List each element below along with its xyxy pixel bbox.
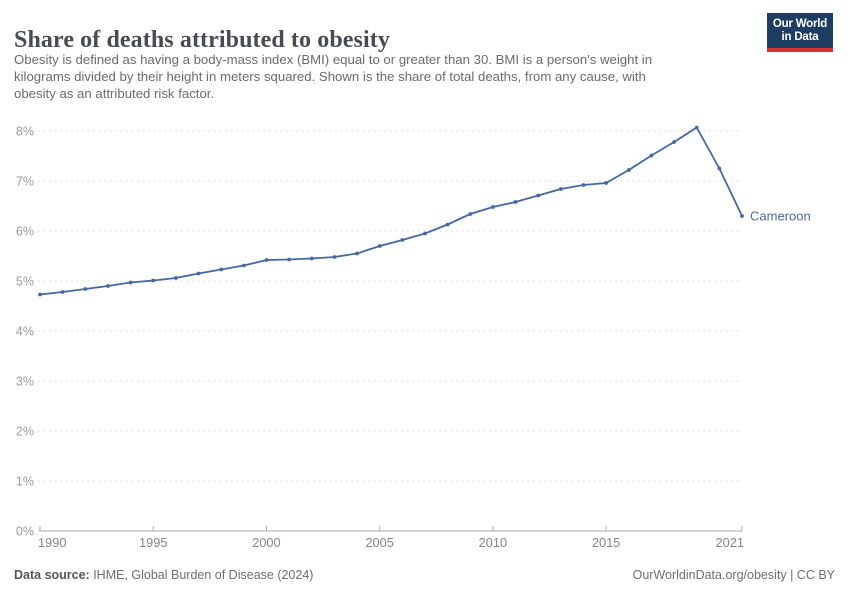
owid-logo-text-line1: Our World	[772, 17, 828, 30]
data-point	[740, 214, 744, 218]
y-axis-tick-label: 2%	[16, 425, 34, 439]
data-point	[241, 263, 246, 268]
chart-footer: Data source: IHME, Global Burden of Dise…	[14, 568, 835, 588]
entity-label: Cameroon	[750, 209, 811, 224]
subtitle-line: kilograms divided by their height in met…	[14, 69, 646, 84]
data-point	[423, 231, 427, 236]
data-point	[581, 183, 586, 187]
data-point	[38, 292, 42, 297]
x-axis-tick-label: 1995	[139, 535, 167, 550]
x-axis-tick-label: 2005	[365, 535, 393, 550]
subtitle-line: obesity as an attributed risk factor.	[14, 86, 215, 101]
y-axis-tick-label: 6%	[16, 225, 34, 239]
data-point	[355, 251, 359, 256]
data-point	[60, 290, 65, 294]
data-point	[468, 212, 473, 216]
y-axis-tick-label: 0%	[16, 525, 34, 539]
data-point	[694, 125, 699, 130]
data-point	[196, 271, 201, 276]
data-point	[128, 280, 133, 285]
data-point	[626, 168, 631, 172]
data-point	[536, 193, 541, 198]
x-axis-tick-label: 2000	[252, 535, 280, 550]
chart-subtitle: Obesity is defined as having a body-mass…	[14, 51, 759, 102]
y-axis-tick-label: 1%	[16, 475, 34, 489]
data-point	[287, 257, 291, 262]
license-credit-link[interactable]: OurWorldinData.org/obesity | CC BY	[632, 568, 835, 582]
data-point	[106, 284, 110, 288]
data-point	[491, 205, 495, 209]
chart-canvas: 0% 1% 2% 3% 4% 5% 6% 7% 8% 1990 1995 2000 2005 2010 20…	[16, 125, 811, 551]
owid-logo-text-line2: in Data	[781, 30, 819, 43]
data-point	[445, 222, 450, 227]
data-point	[717, 166, 722, 171]
data-point	[672, 140, 676, 144]
y-axis-tick-label: 5%	[16, 275, 34, 289]
data-point	[309, 256, 314, 261]
x-axis-tick-label: 1990	[38, 535, 66, 550]
data-point	[83, 287, 88, 291]
data-point	[649, 153, 654, 158]
data-point	[219, 267, 224, 272]
data-point	[174, 276, 178, 280]
data-point	[604, 181, 608, 185]
data-source-text: IHME, Global Burden of Disease (2024)	[89, 568, 314, 582]
y-axis-tick-label: 8%	[16, 125, 34, 139]
data-point	[558, 187, 563, 191]
data-source-note: Data source: IHME, Global Burden of Dise…	[14, 568, 313, 582]
x-axis-tick-label: 2015	[592, 535, 620, 550]
data-point	[400, 238, 405, 242]
data-source-label: Data source:	[14, 568, 90, 582]
owid-logo[interactable]: Our World in Data	[767, 13, 833, 52]
y-axis-tick-label: 3%	[16, 375, 34, 389]
data-point	[332, 255, 337, 259]
x-axis-tick-label: 2021	[716, 535, 744, 550]
data-line	[39, 126, 743, 296]
y-axis-tick-label: 4%	[16, 325, 34, 339]
subtitle-line: Obesity is defined as having a body-mass…	[14, 52, 653, 67]
data-point	[513, 200, 518, 204]
data-point	[264, 258, 269, 262]
x-axis-tick-label: 2010	[479, 535, 507, 550]
chart-title: Share of deaths attributed to obesity	[14, 27, 390, 54]
y-axis-tick-label: 7%	[16, 175, 34, 189]
data-point	[377, 244, 382, 248]
data-point	[151, 278, 156, 283]
